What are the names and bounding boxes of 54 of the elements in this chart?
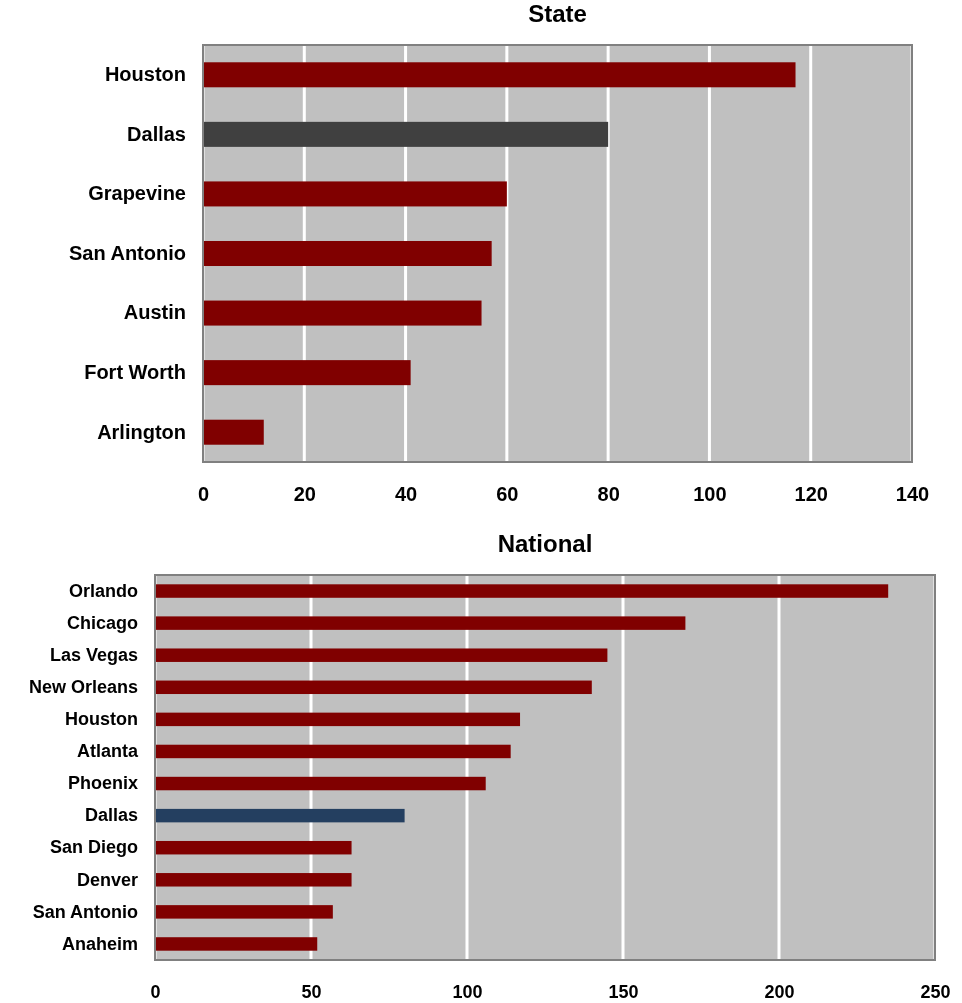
bar — [155, 584, 889, 598]
x-tick-label: 120 — [794, 483, 828, 506]
bar — [203, 62, 796, 88]
x-tick-label: 60 — [496, 483, 519, 506]
y-tick-label: Denver — [76, 869, 138, 890]
x-tick-label: 50 — [301, 981, 322, 1002]
y-tick-label: Houston — [65, 709, 138, 730]
x-tick-label: 80 — [597, 483, 620, 506]
bar — [203, 121, 609, 147]
y-tick-label: Austin — [123, 301, 186, 324]
bar — [155, 744, 511, 759]
y-tick-label: Atlanta — [76, 741, 139, 762]
y-tick-label: Las Vegas — [49, 644, 138, 665]
y-tick-label: Grapevine — [88, 182, 186, 205]
y-tick-label: Chicago — [66, 612, 138, 633]
y-tick-label: San Antonio — [32, 901, 138, 922]
bar — [155, 840, 352, 855]
x-tick-label: 0 — [150, 981, 161, 1002]
x-tick-label: 100 — [452, 981, 483, 1002]
x-tick-label: 20 — [293, 483, 316, 506]
y-tick-label: Houston — [104, 63, 186, 86]
y-tick-label: San Antonio — [68, 241, 186, 264]
bar — [155, 616, 686, 630]
y-tick-label: Phoenix — [67, 773, 138, 794]
bar — [203, 240, 492, 267]
bar — [155, 680, 592, 695]
bar — [203, 300, 482, 326]
bar — [155, 905, 333, 919]
x-tick-label: 150 — [608, 981, 639, 1002]
chart-title: National — [497, 530, 593, 557]
bar — [155, 648, 608, 662]
bar — [203, 360, 411, 386]
y-tick-label: New Orleans — [28, 677, 138, 698]
chart-title: State — [528, 0, 587, 27]
y-tick-label: Dallas — [84, 805, 138, 826]
x-tick-label: 250 — [920, 981, 951, 1002]
bar — [155, 937, 318, 951]
bar — [155, 776, 486, 791]
y-tick-label: Dallas — [127, 122, 186, 145]
bar — [155, 873, 352, 887]
x-tick-label: 0 — [197, 483, 210, 506]
y-tick-label: San Diego — [49, 837, 138, 858]
x-tick-label: 140 — [895, 483, 930, 506]
y-tick-label: Arlington — [97, 420, 186, 443]
y-tick-label: Orlando — [68, 580, 138, 601]
bar — [155, 808, 405, 823]
y-tick-label: Fort Worth — [84, 361, 186, 384]
bar — [203, 181, 507, 207]
bar — [155, 712, 521, 727]
bar — [203, 419, 264, 445]
x-tick-label: 200 — [764, 981, 795, 1002]
x-tick-label: 100 — [693, 483, 727, 506]
x-tick-label: 40 — [394, 483, 418, 506]
y-tick-label: Anaheim — [61, 933, 138, 954]
